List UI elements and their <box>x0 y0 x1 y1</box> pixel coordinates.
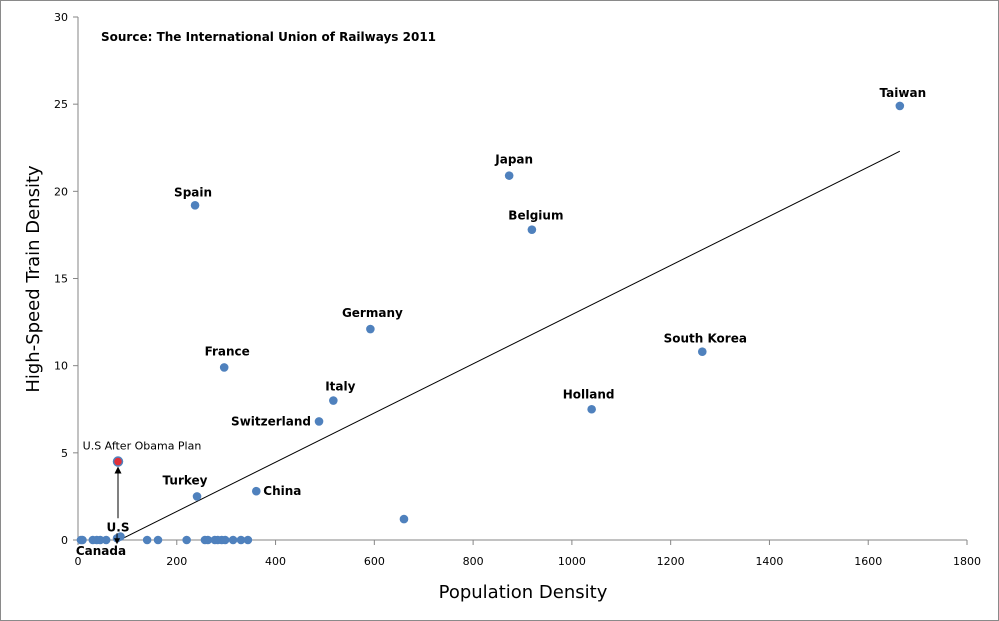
x-tick-label-1200: 1200 <box>657 555 685 568</box>
point-label-france: France <box>205 344 250 358</box>
x-tick-label-200: 200 <box>166 555 187 568</box>
point-label-u-s: U.S <box>107 520 130 534</box>
data-point-18 <box>243 535 253 545</box>
data-point-1 <box>399 514 409 524</box>
highlight-point-us-after-obama-plan <box>112 456 124 467</box>
us-pointer-arrowhead <box>114 538 121 545</box>
data-point-16 <box>228 535 238 545</box>
data-point-china <box>251 486 261 496</box>
x-ticks: 0 200 400 600 800 1000 1200 1400 1600 1800 <box>75 540 981 568</box>
data-point-taiwan <box>895 101 905 111</box>
data-point-japan <box>504 171 514 180</box>
data-point-germany <box>366 324 375 334</box>
data-point-canada <box>76 535 86 545</box>
data-point-7 <box>142 535 152 545</box>
point-label-spain: Spain <box>174 185 212 199</box>
data-point-turkey <box>192 492 202 501</box>
data-point-11 <box>203 535 213 545</box>
data-point-6 <box>101 535 111 545</box>
y-axis-title: High-Speed Train Density <box>23 165 44 393</box>
x-tick-label-1000: 1000 <box>558 555 586 568</box>
x-tick-label-1400: 1400 <box>755 555 783 568</box>
data-point-5 <box>95 535 105 545</box>
point-label-china: China <box>263 484 301 498</box>
point-label-switzerland: Switzerland <box>231 414 311 428</box>
x-tick-label-0: 0 <box>75 555 82 568</box>
axes <box>77 17 967 541</box>
point-label-taiwan: Taiwan <box>880 86 927 100</box>
data-point-south-korea <box>697 347 707 357</box>
y-tick-label-15: 15 <box>54 273 68 286</box>
source-annotation: Source: The International Union of Railw… <box>101 30 436 44</box>
x-tick-label-1800: 1800 <box>953 555 981 568</box>
point-label-holland: Holland <box>563 387 615 401</box>
obama-plan-arrowhead <box>114 466 122 474</box>
y-tick-label-5: 5 <box>61 447 68 460</box>
x-tick-label-600: 600 <box>364 555 385 568</box>
x-axis-title: Population Density <box>439 582 608 603</box>
point-label-turkey: Turkey <box>163 473 208 487</box>
point-label-belgium: Belgium <box>508 209 563 223</box>
x-tick-label-400: 400 <box>265 555 286 568</box>
data-point-8 <box>153 535 163 545</box>
y-tick-label-10: 10 <box>54 360 68 373</box>
labeled-points: Taiwan Japan Spain Belgium Germany South Kore… <box>76 86 926 558</box>
data-point-france <box>219 363 229 372</box>
x-tick-label-1600: 1600 <box>854 555 882 568</box>
highlight-label-us-after-obama-plan: U.S After Obama Plan <box>83 440 202 453</box>
trendline <box>119 150 901 541</box>
unlabeled-points <box>78 514 409 545</box>
data-point-15 <box>220 535 230 545</box>
data-point-9 <box>182 535 191 545</box>
data-point-belgium <box>527 225 537 234</box>
data-point-italy <box>329 396 338 405</box>
y-tick-label-30: 30 <box>54 11 68 24</box>
y-ticks: 0 5 10 15 20 25 30 <box>54 11 78 547</box>
y-tick-label-20: 20 <box>54 185 68 198</box>
data-point-holland <box>587 404 596 414</box>
data-point-spain <box>190 200 200 210</box>
point-label-japan: Japan <box>494 153 533 167</box>
point-label-germany: Germany <box>342 306 403 320</box>
data-point-switzerland <box>314 417 324 426</box>
point-label-canada: Canada <box>76 544 126 558</box>
point-label-south-korea: South Korea <box>664 332 747 346</box>
data-point-17 <box>236 535 246 545</box>
x-tick-label-800: 800 <box>463 555 484 568</box>
y-tick-label-25: 25 <box>54 98 68 111</box>
point-label-italy: Italy <box>325 380 355 394</box>
y-tick-label-0: 0 <box>61 534 68 547</box>
